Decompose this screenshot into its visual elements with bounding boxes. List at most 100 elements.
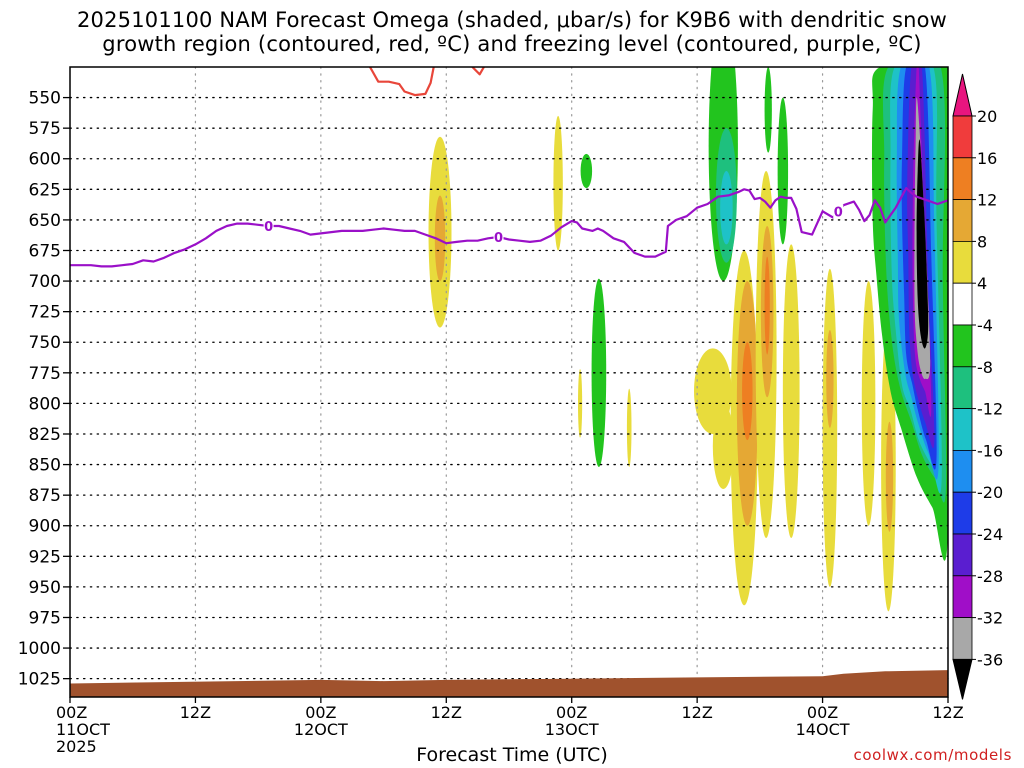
x-tick-label: 11OCT bbox=[56, 720, 110, 739]
x-tick-label: 14OCT bbox=[796, 720, 850, 739]
omega-cell-25 bbox=[764, 67, 772, 153]
y-tick-label: 775 bbox=[29, 364, 61, 384]
colorbar-label: 16 bbox=[977, 149, 997, 168]
y-tick-label: 675 bbox=[29, 241, 61, 261]
omega-cell-4 bbox=[591, 278, 607, 468]
colorbar-bin bbox=[952, 157, 973, 201]
colorbar-label: -16 bbox=[977, 441, 1003, 460]
y-tick-label: 1025 bbox=[18, 670, 61, 690]
colorbar-label: 20 bbox=[977, 107, 997, 126]
colorbar-bin bbox=[952, 324, 973, 368]
x-tick-label: 12Z bbox=[932, 703, 963, 722]
y-axis: 550 575 600 625 650 675 700 725 750 775 800 825 850 8… bbox=[18, 89, 70, 690]
x-tick-label: 13OCT bbox=[545, 720, 599, 739]
colorbar-bin bbox=[952, 282, 973, 326]
omega-cell-2 bbox=[553, 115, 563, 251]
colorbar-label: 8 bbox=[977, 232, 987, 251]
dgz-contour-0 bbox=[369, 67, 435, 97]
ground-fill bbox=[70, 670, 948, 697]
y-tick-label: 575 bbox=[29, 119, 61, 139]
y-tick-label: 625 bbox=[29, 180, 61, 200]
omega-cell-17 bbox=[826, 330, 834, 428]
x-tick-label: 12OCT bbox=[294, 720, 348, 739]
x-axis-title: Forecast Time (UTC) bbox=[416, 744, 608, 766]
colorbar-label: -32 bbox=[977, 609, 1003, 628]
freezing-level-label: 0 bbox=[494, 231, 503, 246]
x-tick-label: 12Z bbox=[180, 703, 211, 722]
freezing-label-bg bbox=[493, 230, 504, 245]
omega-cell-24 bbox=[777, 97, 789, 245]
y-tick-label: 975 bbox=[29, 608, 61, 628]
colorbar-bin bbox=[952, 199, 973, 242]
omega-cell-8 bbox=[712, 403, 734, 490]
freezing-label-bg bbox=[833, 204, 844, 219]
omega-band-8 bbox=[916, 139, 929, 349]
colorbar-label: 4 bbox=[977, 274, 987, 293]
omega-cell-20 bbox=[885, 421, 894, 532]
omega-cell-11 bbox=[742, 342, 753, 441]
y-tick-label: 550 bbox=[29, 89, 61, 109]
x-tick-label: 2025 bbox=[56, 737, 97, 756]
x-tick-label: 00Z bbox=[556, 703, 587, 722]
omega-cell-15 bbox=[782, 244, 800, 538]
colorbar-bin bbox=[952, 449, 973, 493]
omega-cell-23 bbox=[720, 170, 733, 245]
y-tick-label: 950 bbox=[29, 578, 61, 598]
colorbar-top-arrow bbox=[952, 73, 973, 117]
freezing-level-label: 0 bbox=[834, 205, 843, 220]
chart-title-line1: 2025101100 NAM Forecast Omega (shaded, μ… bbox=[76, 8, 948, 32]
colorbar-label: -28 bbox=[977, 567, 1003, 586]
y-tick-label: 900 bbox=[29, 517, 61, 537]
colorbar-label: -4 bbox=[977, 316, 993, 335]
colorbar-bin bbox=[952, 240, 973, 284]
y-tick-label: 750 bbox=[29, 333, 61, 353]
y-tick-label: 800 bbox=[29, 394, 61, 414]
colorbar-bottom-arrow bbox=[952, 658, 973, 700]
x-tick-label: 00Z bbox=[56, 703, 87, 722]
colorbar-label: 12 bbox=[977, 191, 997, 210]
colorbar-bin bbox=[952, 366, 973, 409]
colorbar-bin bbox=[952, 617, 973, 660]
y-tick-label: 825 bbox=[29, 425, 61, 445]
colorbar-label: -12 bbox=[977, 400, 1003, 419]
y-tick-label: 925 bbox=[29, 547, 61, 567]
y-tick-label: 600 bbox=[29, 150, 61, 170]
freezing-label-bg bbox=[263, 219, 274, 234]
omega-cell-16 bbox=[822, 268, 838, 587]
site-credit: coolwx.com/models bbox=[853, 746, 1012, 764]
grid-lines bbox=[69, 66, 949, 698]
y-tick-label: 1000 bbox=[18, 639, 61, 659]
colorbar-bin bbox=[952, 533, 973, 577]
y-tick-label: 700 bbox=[29, 272, 61, 292]
colorbar-bin bbox=[952, 115, 973, 159]
y-tick-label: 725 bbox=[29, 303, 61, 323]
omega-cell-14 bbox=[764, 256, 770, 355]
ground-terrain bbox=[70, 670, 948, 697]
colorbar-label: -8 bbox=[977, 358, 993, 377]
colorbar-bin bbox=[952, 408, 973, 451]
chart-title-line2: growth region (contoured, red, ºC) and f… bbox=[102, 32, 922, 56]
freezing-level-line bbox=[70, 187, 948, 268]
x-tick-label: 12Z bbox=[431, 703, 462, 722]
colorbar-label: -20 bbox=[977, 483, 1003, 502]
colorbar-bin bbox=[952, 491, 973, 535]
plot-frame bbox=[69, 66, 949, 698]
omega-shading bbox=[428, 67, 948, 612]
x-tick-label: 12Z bbox=[681, 703, 712, 722]
omega-cell-6 bbox=[626, 388, 632, 468]
omega-cell-1 bbox=[434, 195, 446, 282]
x-tick-label: 00Z bbox=[305, 703, 336, 722]
freezing-level-label: 0 bbox=[264, 220, 273, 235]
colorbar-label: -24 bbox=[977, 525, 1003, 544]
y-tick-label: 850 bbox=[29, 456, 61, 476]
y-tick-label: 650 bbox=[29, 211, 61, 231]
colorbar-bin bbox=[952, 575, 973, 618]
dgz-contour-1 bbox=[471, 67, 485, 76]
x-tick-label: 00Z bbox=[807, 703, 838, 722]
colorbar-label: -36 bbox=[977, 650, 1003, 669]
contour-lines: 0 0 0 bbox=[70, 67, 948, 268]
omega-cell-3 bbox=[580, 153, 593, 189]
y-tick-label: 875 bbox=[29, 486, 61, 506]
